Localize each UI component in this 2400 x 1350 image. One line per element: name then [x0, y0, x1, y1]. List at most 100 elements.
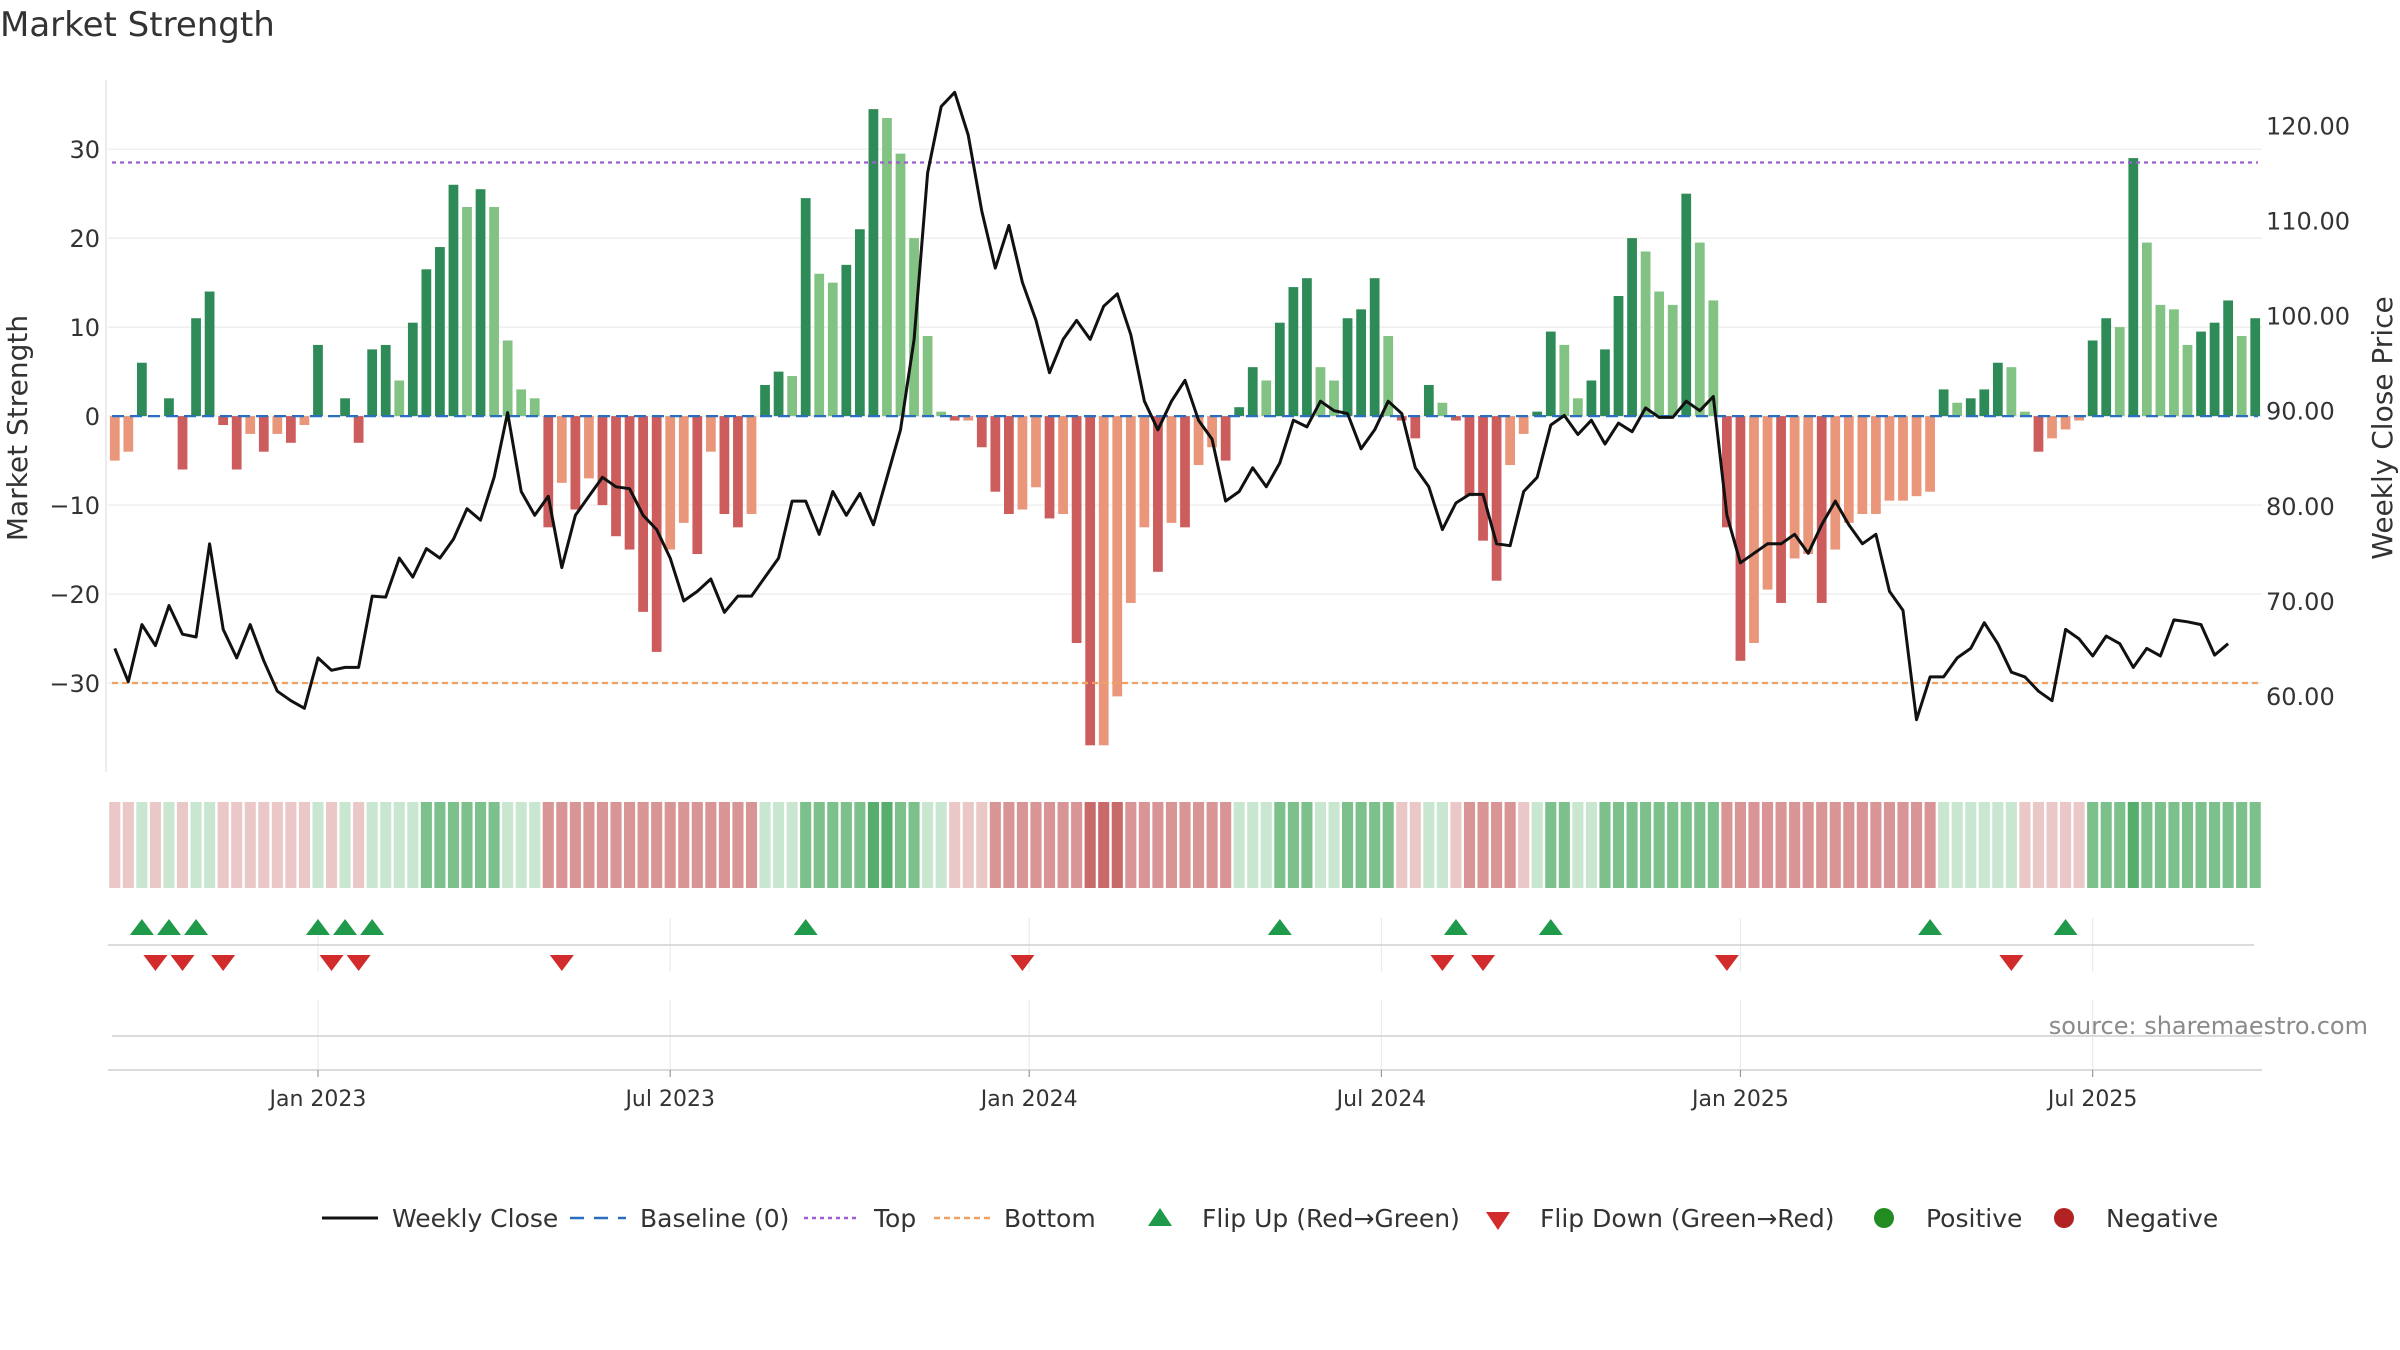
- strength-bar: [448, 184, 459, 417]
- strength-bar: [109, 416, 120, 461]
- heat-cell: [678, 802, 690, 888]
- heat-cell: [231, 802, 243, 888]
- heat-cell: [2032, 802, 2045, 888]
- flip-up-marker: [1538, 919, 1563, 935]
- heat-cell: [1531, 802, 1543, 888]
- legend-label: Bottom: [1004, 1204, 1096, 1233]
- strength-bar: [2087, 340, 2098, 417]
- strength-bar: [1884, 416, 1895, 501]
- strength-bar: [1545, 331, 1556, 417]
- strength-bar: [1044, 416, 1055, 519]
- axes: 30 20 10 0 −10 −20 −30 120.00 110.00 100.00 90.00 8…: [49, 80, 2350, 1112]
- heat-cell: [163, 802, 175, 888]
- flip-up-marker: [156, 919, 181, 935]
- strength-bar: [231, 416, 242, 470]
- strength-bar: [746, 416, 757, 514]
- strength-bar: [827, 282, 838, 417]
- heat-cell: [610, 802, 622, 888]
- strength-bar: [1369, 278, 1380, 417]
- flip-up-marker: [333, 919, 358, 935]
- strength-bar: [1518, 416, 1529, 434]
- x-tick-label: Jul 2025: [2046, 1087, 2138, 1112]
- heat-cell: [353, 802, 365, 888]
- heat-cell: [1463, 802, 1476, 888]
- heat-cell: [1138, 802, 1150, 888]
- strength-bars: [109, 109, 2261, 746]
- heat-cell: [1355, 802, 1367, 888]
- heat-cell: [1707, 802, 1719, 888]
- heat-cell: [447, 802, 460, 888]
- flip-up-marker: [2053, 919, 2078, 935]
- heat-cell: [867, 802, 879, 888]
- strength-bar: [895, 153, 906, 417]
- flip-down-marker: [1010, 955, 1035, 971]
- heat-cell: [217, 802, 229, 888]
- right-tick-label: 120.00: [2266, 113, 2350, 141]
- strength-bar: [1762, 416, 1773, 590]
- strength-bar: [854, 229, 865, 417]
- strength-bar: [1938, 389, 1949, 417]
- strength-bar: [611, 416, 621, 537]
- heat-cell: [813, 802, 825, 888]
- legend: Weekly Close Baseline (0) Top Bottom Flip Up…: [322, 1204, 2218, 1233]
- heat-cell: [691, 802, 703, 888]
- heat-cell: [542, 802, 554, 888]
- strength-bar: [529, 398, 540, 417]
- weekly-close-line: [113, 90, 2230, 722]
- heat-cell: [1748, 802, 1760, 888]
- flip-down-marker: [1714, 955, 1739, 971]
- strength-bar: [1640, 251, 1651, 417]
- strength-bar: [1193, 416, 1204, 466]
- strength-bar: [353, 416, 364, 443]
- strength-bar: [1586, 380, 1597, 417]
- strength-bar: [367, 349, 378, 417]
- strength-bar: [502, 340, 513, 417]
- heat-cell: [502, 802, 514, 888]
- strength-bar: [1017, 416, 1028, 510]
- strength-bar: [1830, 416, 1841, 550]
- right-tick-label: 70.00: [2266, 588, 2335, 616]
- heat-cell: [1165, 802, 1178, 888]
- strength-bar: [313, 344, 323, 417]
- strength-bar: [1356, 309, 1366, 417]
- heat-cell: [1409, 802, 1421, 888]
- heat-cell: [1951, 802, 1963, 888]
- strength-bar: [976, 416, 987, 448]
- heat-cell: [136, 802, 148, 888]
- strength-bar: [665, 416, 676, 550]
- strength-bar: [2047, 416, 2057, 439]
- heat-cell: [1477, 802, 1489, 888]
- legend-label: Flip Up (Red→Green): [1202, 1204, 1460, 1233]
- strength-bar: [123, 416, 134, 452]
- flip-up-marker: [360, 919, 385, 935]
- heat-cell: [1992, 802, 2004, 888]
- strength-bar: [2155, 304, 2166, 417]
- strength-bar: [1505, 416, 1516, 466]
- heat-cell: [1287, 802, 1299, 888]
- strength-bar: [1572, 398, 1583, 417]
- heat-cell: [1802, 802, 1814, 888]
- strength-bar: [380, 344, 391, 417]
- heat-cell: [1653, 802, 1665, 888]
- strength-bar: [1247, 367, 1258, 417]
- heat-cell: [1572, 802, 1584, 888]
- strength-bar: [651, 416, 662, 652]
- heat-cell: [2060, 802, 2072, 888]
- strength-bar: [2006, 367, 2017, 417]
- heat-cell: [2005, 802, 2017, 888]
- heat-cell: [1071, 802, 1083, 888]
- legend-label: Weekly Close: [392, 1204, 558, 1233]
- strength-bar: [1491, 416, 1502, 581]
- strength-bar: [2169, 309, 2179, 417]
- strength-bar: [177, 416, 188, 470]
- strength-bar: [1749, 416, 1759, 643]
- heat-cell: [556, 802, 568, 888]
- strength-bar: [936, 411, 947, 417]
- strength-bar: [1694, 242, 1705, 417]
- strength-bar: [2101, 318, 2112, 417]
- heat-cell: [732, 802, 744, 888]
- strength-bar: [800, 198, 811, 417]
- heat-cell: [705, 802, 717, 888]
- right-tick-label: 90.00: [2266, 398, 2335, 426]
- strength-bar: [1004, 416, 1014, 514]
